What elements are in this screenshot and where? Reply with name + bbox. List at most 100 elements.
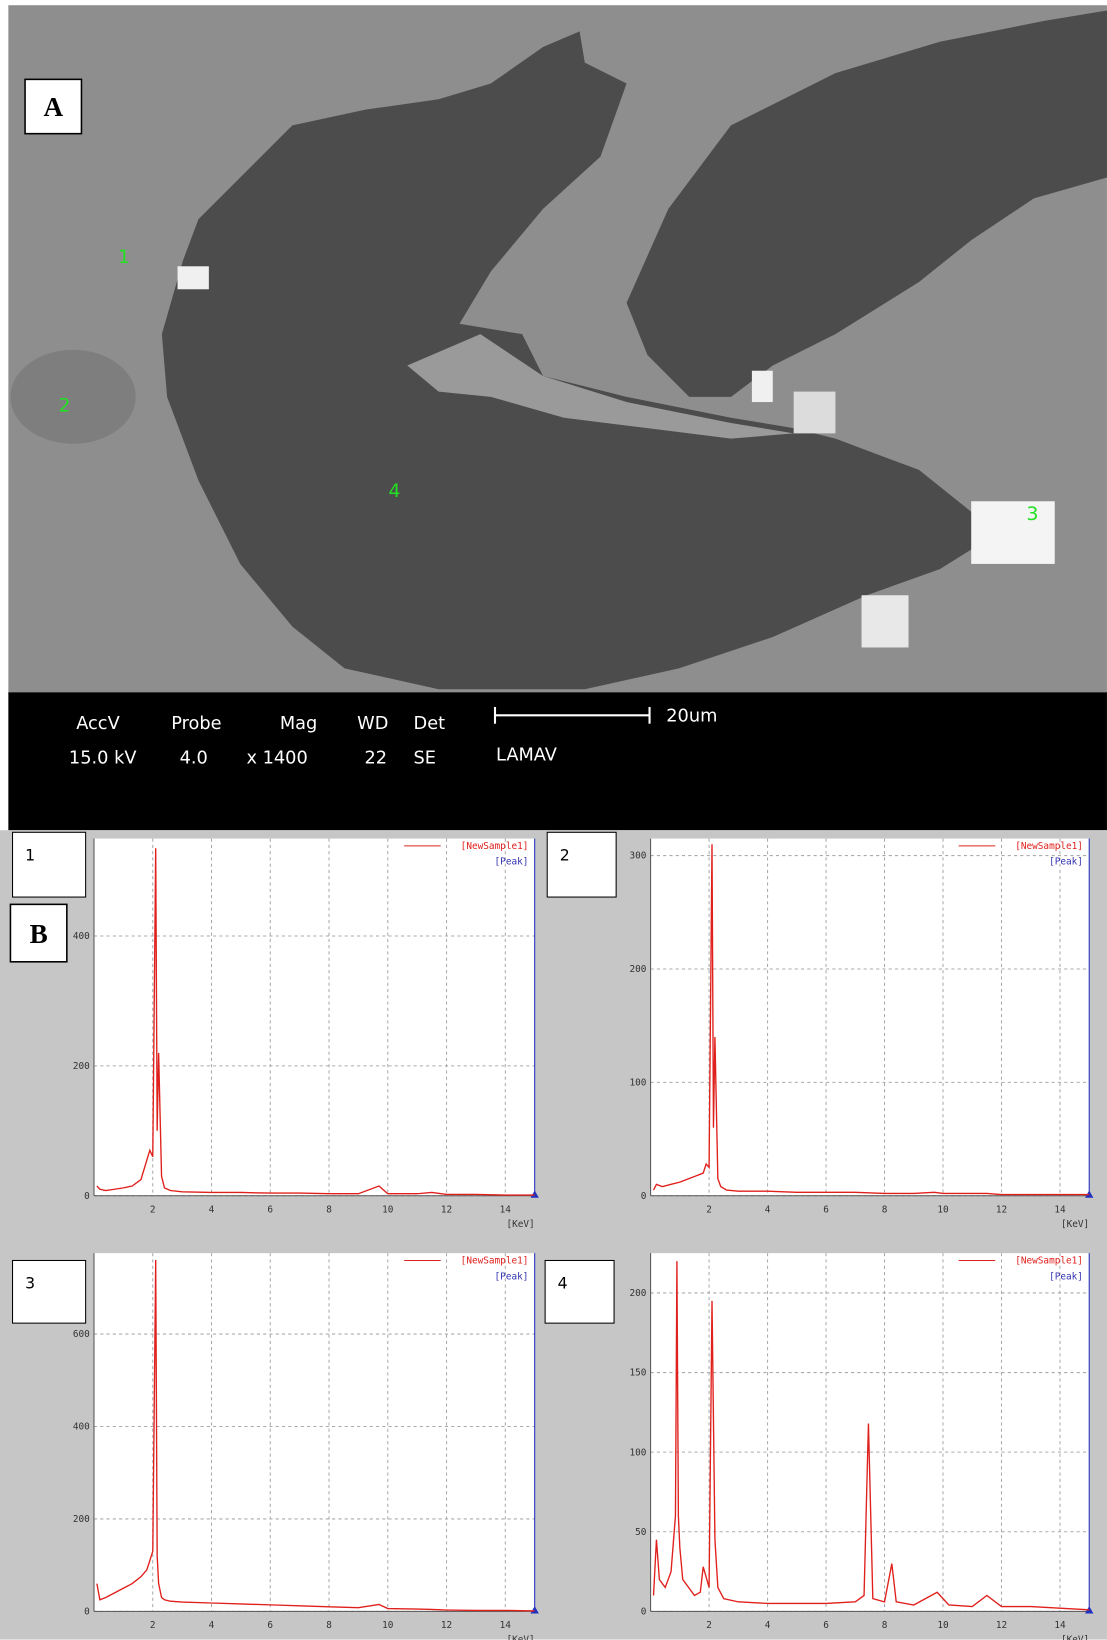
lab-label: LAMAV <box>496 745 557 765</box>
panel-number: 3 <box>25 1274 35 1293</box>
panel-label: B <box>30 919 48 949</box>
panel-number-box <box>546 831 617 898</box>
legend-label: [Peak] <box>1049 857 1083 868</box>
y-tick-label: 200 <box>73 1061 90 1072</box>
x-tick-label: 12 <box>441 1204 452 1215</box>
label-box <box>24 78 83 135</box>
axis-marker <box>530 1606 539 1614</box>
x-tick-label: 12 <box>441 1620 452 1631</box>
plot-area <box>93 1253 535 1612</box>
x-tick-label: 10 <box>937 1204 949 1215</box>
x-tick-label: 2 <box>706 1620 712 1631</box>
x-tick-label: 8 <box>882 1204 888 1215</box>
x-tick-label: 2 <box>706 1204 712 1215</box>
plot-area <box>650 1253 1090 1612</box>
y-tick-label: 400 <box>73 1422 90 1433</box>
sem-dark-phase <box>161 31 982 690</box>
figure-group: A 1 2 3 4 AccV Probe Mag WD Det 15.0 kV … <box>0 5 1107 1640</box>
x-tick-label: 4 <box>765 1620 771 1631</box>
x-tick-label: 14 <box>1054 1204 1066 1215</box>
point-label: 4 <box>388 481 400 502</box>
panel-number: 1 <box>25 846 35 865</box>
legend-label: [Peak] <box>495 857 529 868</box>
x-axis-label: [KeV] <box>1061 1635 1089 1640</box>
y-tick-label: 0 <box>84 1606 90 1617</box>
info-value: 4.0 <box>180 748 208 768</box>
info-value: 22 <box>364 748 387 768</box>
x-tick-label: 8 <box>326 1620 332 1631</box>
sem-bright-particle <box>751 370 773 403</box>
x-tick-label: 14 <box>500 1620 512 1631</box>
info-header: AccV <box>76 714 120 734</box>
y-tick-label: 0 <box>641 1191 647 1202</box>
panel-number-box <box>12 1259 87 1324</box>
y-tick-label: 400 <box>73 931 90 942</box>
x-axis-label: [KeV] <box>506 1219 534 1230</box>
y-tick-label: 300 <box>629 851 646 862</box>
sem-bright-particle <box>971 501 1055 564</box>
sem-bright-particle <box>793 391 836 434</box>
point-label: 2 <box>58 395 70 416</box>
info-header: Probe <box>171 714 221 734</box>
info-header: WD <box>357 714 388 734</box>
label-box <box>9 903 68 963</box>
x-tick-label: 2 <box>150 1620 156 1631</box>
legend-label: [NewSample1] <box>461 841 529 852</box>
x-tick-label: 4 <box>765 1204 771 1215</box>
info-value: SE <box>414 748 436 768</box>
panel-number-box <box>12 831 87 898</box>
x-axis-label: [KeV] <box>1061 1219 1089 1230</box>
y-tick-label: 200 <box>629 1288 646 1299</box>
legend-label: [NewSample1] <box>461 1256 529 1267</box>
panel-label: A <box>43 92 63 122</box>
scale-label: 20um <box>666 707 717 727</box>
panel-number-box <box>544 1259 615 1324</box>
x-tick-label: 6 <box>823 1204 829 1215</box>
spectrum-line <box>96 848 535 1196</box>
x-tick-label: 6 <box>267 1204 273 1215</box>
y-tick-label: 0 <box>84 1191 90 1202</box>
y-tick-label: 600 <box>73 1329 90 1340</box>
x-tick-label: 6 <box>823 1620 829 1631</box>
x-tick-label: 8 <box>882 1620 888 1631</box>
plot-area <box>93 838 535 1196</box>
plot-area <box>650 838 1090 1196</box>
x-tick-label: 10 <box>382 1620 394 1631</box>
x-tick-label: 12 <box>996 1204 1007 1215</box>
info-header: Det <box>414 714 446 734</box>
x-tick-label: 8 <box>326 1204 332 1215</box>
y-tick-label: 0 <box>641 1606 647 1617</box>
sem-bright-particle <box>861 595 909 648</box>
y-tick-label: 200 <box>629 964 646 975</box>
point-label: 1 <box>118 247 130 268</box>
x-tick-label: 10 <box>382 1204 394 1215</box>
x-tick-label: 6 <box>267 1620 273 1631</box>
x-axis-label: [KeV] <box>506 1635 534 1640</box>
legend-label: [Peak] <box>495 1271 529 1282</box>
legend-label: [NewSample1] <box>1015 841 1083 852</box>
x-tick-label: 10 <box>937 1620 949 1631</box>
spectrum-line <box>96 1260 535 1612</box>
legend-label: [NewSample1] <box>1015 1256 1083 1267</box>
x-tick-label: 14 <box>500 1204 512 1215</box>
x-tick-label: 2 <box>150 1204 156 1215</box>
spectrum-line <box>652 844 1090 1196</box>
info-header: Mag <box>280 714 317 734</box>
panel-number: 2 <box>560 846 570 865</box>
spectrum-line <box>652 1261 1090 1611</box>
x-tick-label: 12 <box>996 1620 1007 1631</box>
y-tick-label: 100 <box>629 1077 646 1088</box>
panel-number: 4 <box>558 1274 568 1293</box>
axis-marker <box>530 1190 539 1198</box>
x-tick-label: 14 <box>1054 1620 1066 1631</box>
y-tick-label: 100 <box>629 1447 646 1458</box>
y-tick-label: 200 <box>73 1514 90 1525</box>
sem-bright-particle <box>177 266 209 290</box>
y-tick-label: 150 <box>629 1368 646 1379</box>
info-value: x 1400 <box>246 748 307 768</box>
x-tick-label: 4 <box>209 1620 215 1631</box>
point-label: 3 <box>1027 504 1039 525</box>
scale-bar <box>493 706 651 724</box>
x-tick-label: 4 <box>209 1204 215 1215</box>
